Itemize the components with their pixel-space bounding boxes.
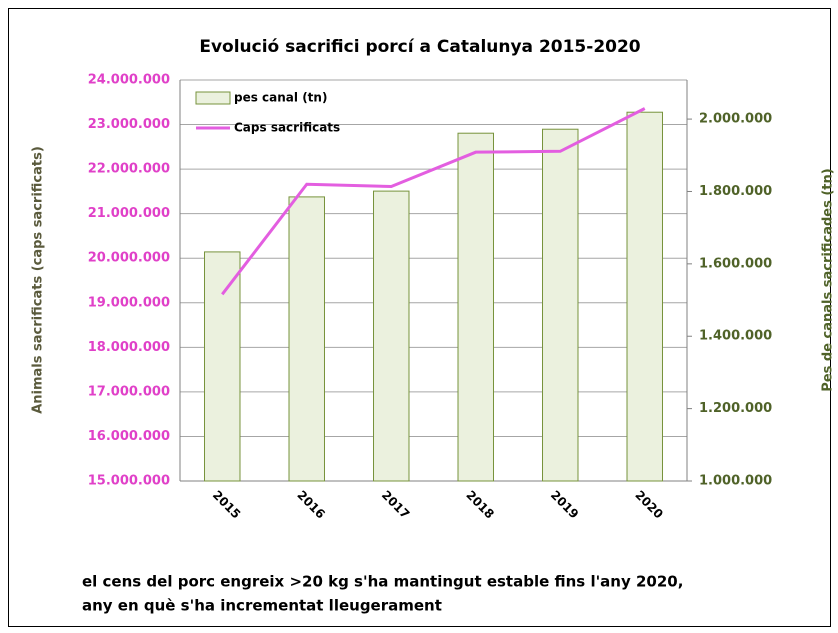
y2-tick-label: 2.000.000 — [699, 112, 772, 127]
bar — [457, 132, 494, 482]
y-axis-title: Animals sacrificats (caps sacrificats) — [31, 146, 46, 414]
y2-axis-title: Pes de canals sacrificades (tn) — [821, 168, 836, 391]
y2-tick-label: 1.600.000 — [699, 256, 772, 271]
y-tick-label: 15.000.000 — [88, 474, 170, 489]
y-tick-label: 21.000.000 — [88, 206, 170, 221]
y-tick-label: 17.000.000 — [88, 384, 170, 399]
chart-title: Evolució sacrifici porcí a Catalunya 201… — [199, 37, 640, 57]
y2-tick-label: 1.400.000 — [699, 329, 772, 344]
y-tick-label: 20.000.000 — [88, 251, 170, 266]
bar — [626, 111, 663, 482]
y-tick-label: 23.000.000 — [88, 117, 170, 132]
bar — [373, 190, 410, 482]
y-tick-label: 16.000.000 — [88, 429, 170, 444]
y-tick-label: 24.000.000 — [88, 73, 170, 88]
legend-label: Caps sacrificats — [234, 121, 340, 135]
note: el cens del porc engreix >20 kg s'ha man… — [82, 573, 683, 591]
y2-tick-label: 1.000.000 — [699, 474, 772, 489]
note: any en què s'ha incrementat lleugerament — [82, 597, 442, 615]
legend-swatch — [195, 91, 231, 105]
y2-tick-label: 1.200.000 — [699, 401, 772, 416]
legend-label: pes canal (tn) — [234, 91, 327, 105]
y-tick-label: 18.000.000 — [88, 340, 170, 355]
y-tick-label: 22.000.000 — [88, 162, 170, 177]
y2-tick-label: 1.800.000 — [699, 184, 772, 199]
bar — [288, 196, 325, 482]
line — [221, 107, 646, 296]
y-tick-label: 19.000.000 — [88, 295, 170, 310]
bar — [542, 128, 579, 482]
frame — [8, 8, 831, 627]
bar — [204, 251, 241, 482]
